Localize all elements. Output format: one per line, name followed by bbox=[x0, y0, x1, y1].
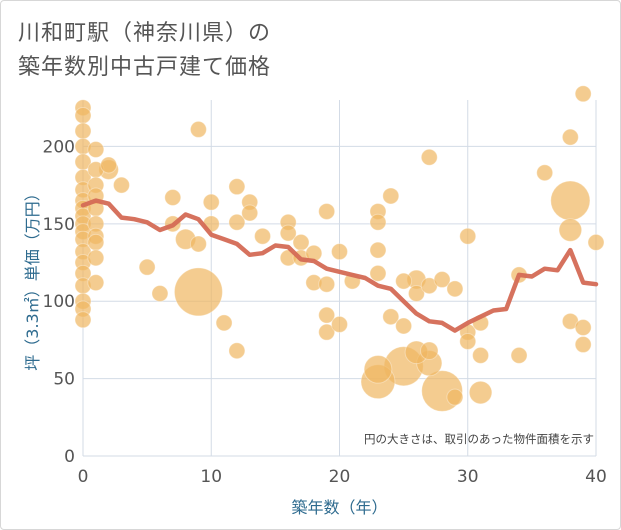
data-point bbox=[112, 176, 130, 194]
data-point bbox=[459, 332, 477, 350]
x-tick-label: 30 bbox=[457, 467, 479, 487]
data-point bbox=[558, 218, 583, 242]
data-point bbox=[468, 380, 493, 405]
data-point bbox=[587, 233, 605, 251]
data-point bbox=[574, 336, 592, 354]
x-axis-label: 築年数（年） bbox=[291, 498, 387, 517]
data-point bbox=[574, 319, 592, 337]
data-point bbox=[446, 280, 464, 298]
x-tick-label: 0 bbox=[78, 467, 89, 487]
data-point bbox=[87, 274, 105, 292]
data-point bbox=[363, 354, 393, 384]
data-point bbox=[279, 224, 297, 242]
data-point bbox=[189, 235, 207, 253]
data-point bbox=[510, 346, 528, 364]
data-point bbox=[164, 189, 182, 207]
data-point bbox=[459, 227, 477, 245]
data-point bbox=[87, 233, 105, 251]
data-point bbox=[318, 323, 336, 341]
x-tick-label: 10 bbox=[200, 467, 222, 487]
data-point bbox=[550, 180, 591, 221]
average-line bbox=[80, 198, 599, 333]
data-point bbox=[138, 258, 156, 276]
data-point bbox=[74, 311, 92, 329]
size-note: 円の大きさは、取引のあった物件面積を示す bbox=[364, 432, 594, 446]
data-point bbox=[382, 187, 400, 205]
data-point bbox=[472, 346, 490, 364]
data-point bbox=[254, 227, 272, 245]
data-point bbox=[87, 141, 105, 159]
data-point bbox=[100, 156, 118, 174]
data-point bbox=[382, 308, 400, 326]
chart-title-line-2: 築年数別中古戸建て価格 bbox=[18, 55, 272, 80]
data-point bbox=[318, 306, 336, 324]
data-point bbox=[189, 120, 207, 138]
data-point bbox=[74, 106, 92, 124]
data-points bbox=[74, 85, 605, 412]
data-point bbox=[228, 342, 246, 360]
data-point bbox=[228, 178, 246, 196]
y-tick-label: 50 bbox=[53, 370, 75, 390]
x-tick-label: 40 bbox=[585, 467, 607, 487]
data-point bbox=[420, 341, 439, 361]
data-point bbox=[74, 122, 92, 140]
data-point bbox=[395, 272, 413, 290]
y-tick-label: 0 bbox=[64, 447, 75, 467]
chart-title-line-1: 川和町駅（神奈川県）の bbox=[18, 21, 272, 46]
data-point bbox=[574, 85, 592, 103]
data-point bbox=[241, 204, 259, 222]
x-tick-label: 20 bbox=[329, 467, 351, 487]
data-point bbox=[318, 275, 336, 293]
data-point bbox=[331, 243, 348, 261]
data-point bbox=[420, 148, 438, 166]
y-tick-label: 200 bbox=[43, 137, 75, 157]
data-point bbox=[369, 264, 387, 282]
data-point bbox=[369, 213, 387, 231]
chart-title: 川和町駅（神奈川県）の 築年数別中古戸建て価格 bbox=[18, 17, 271, 85]
data-point bbox=[318, 202, 336, 220]
data-point bbox=[331, 315, 348, 333]
data-point bbox=[446, 388, 464, 406]
data-point bbox=[395, 317, 413, 335]
y-tick-label: 150 bbox=[43, 215, 75, 235]
data-point bbox=[215, 314, 233, 332]
y-axis-label: 坪（3.3㎡）単価（万円） bbox=[23, 185, 42, 370]
data-point bbox=[228, 213, 246, 231]
average-line-group bbox=[80, 198, 599, 333]
data-point bbox=[433, 271, 451, 289]
data-point bbox=[369, 241, 387, 259]
data-point bbox=[407, 284, 425, 302]
data-point bbox=[536, 164, 554, 182]
axis-ticks: 0 50 100 150 200 0 10 20 30 40 bbox=[43, 137, 607, 487]
y-tick-label: 100 bbox=[43, 292, 75, 312]
data-point bbox=[87, 249, 105, 267]
data-point bbox=[561, 128, 579, 146]
data-point bbox=[292, 233, 310, 251]
data-point bbox=[202, 193, 220, 211]
data-point bbox=[151, 284, 169, 302]
data-point bbox=[173, 267, 223, 317]
